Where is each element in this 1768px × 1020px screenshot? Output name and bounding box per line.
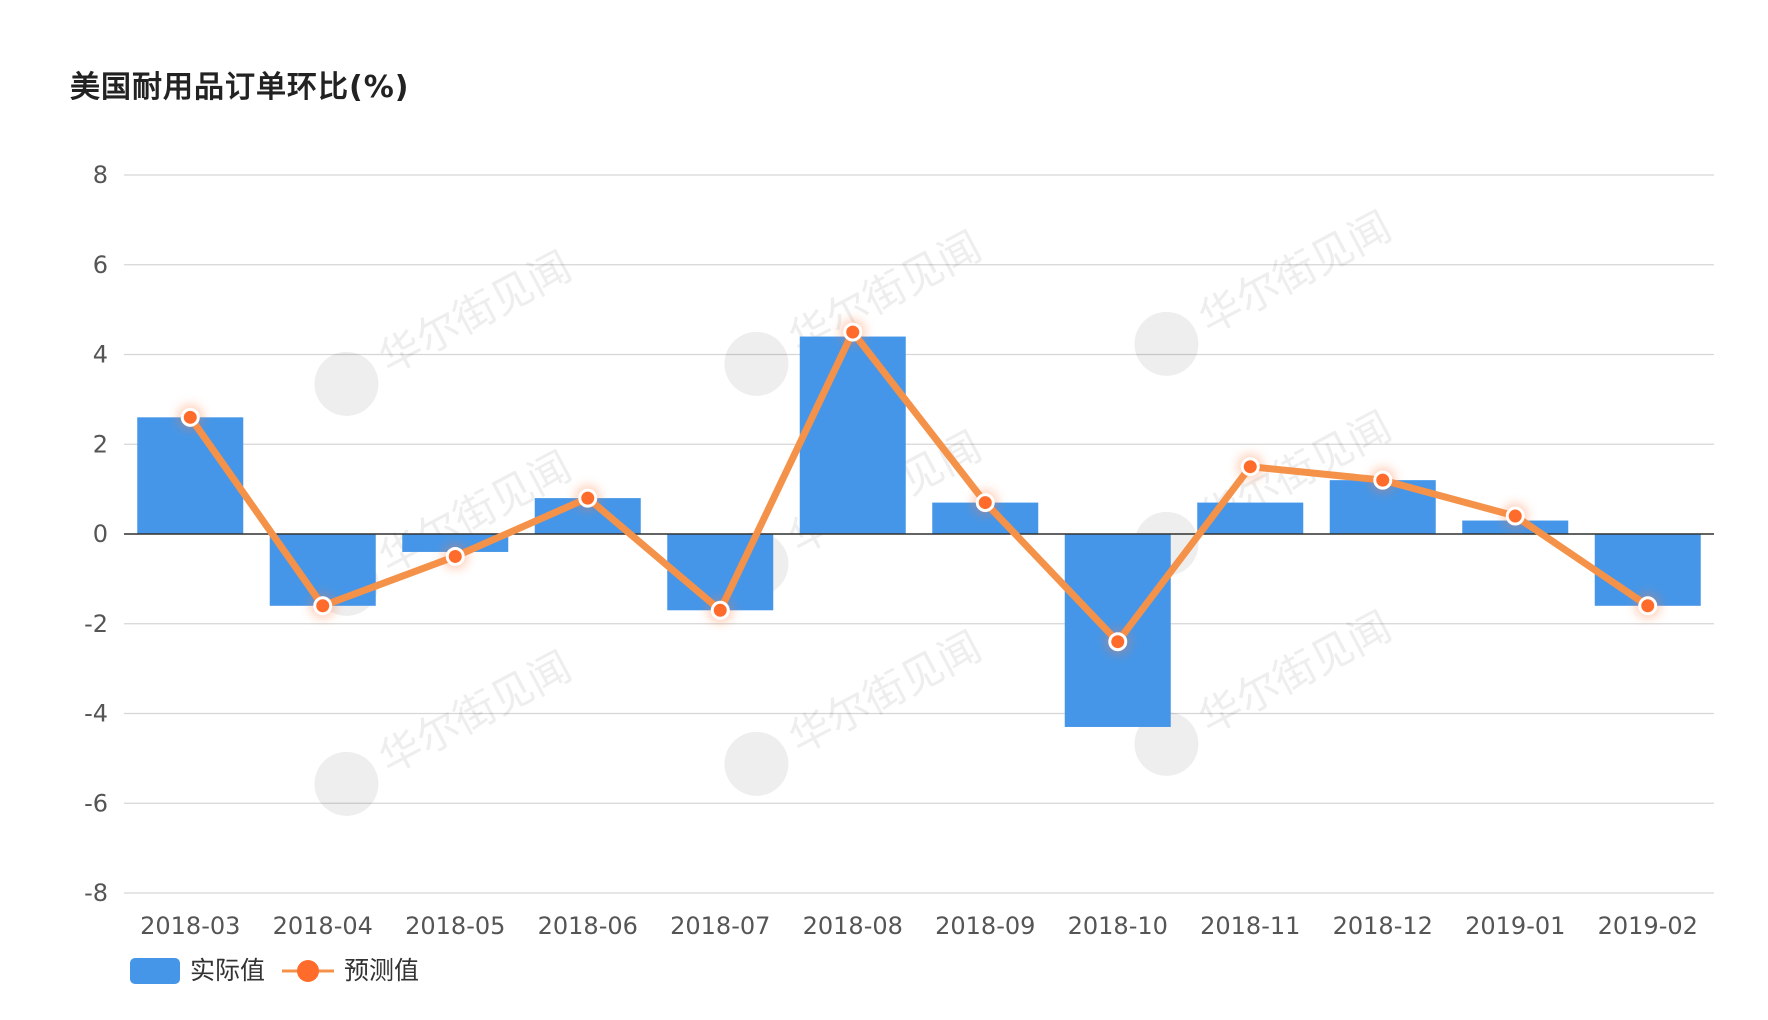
watermark: 华尔街见闻 [1134, 202, 1399, 376]
x-tick-label: 2018-11 [1200, 912, 1300, 940]
watermark: 华尔街见闻 [724, 622, 989, 796]
y-tick-label: 0 [93, 520, 108, 548]
forecast-point-2018-07 [710, 600, 730, 620]
forecast-point-2018-09 [975, 493, 995, 513]
x-tick-label: 2018-08 [803, 912, 903, 940]
watermark: 华尔街见闻 [314, 642, 579, 816]
watermark-text: 华尔街见闻 [781, 622, 989, 764]
x-tick-label: 2018-10 [1068, 912, 1168, 940]
x-tick-label: 2018-09 [935, 912, 1035, 940]
x-tick-label: 2018-05 [405, 912, 505, 940]
y-tick-label: -8 [84, 879, 108, 907]
forecast-point-2019-02 [1638, 596, 1658, 616]
legend-label-forecast: 预测值 [344, 956, 419, 985]
forecast-point-2018-11 [1240, 457, 1260, 477]
watermark-logo [314, 351, 379, 416]
y-tick-label: -4 [84, 700, 108, 728]
y-tick-label: 4 [93, 341, 108, 369]
x-tick-label: 2018-12 [1333, 912, 1433, 940]
x-tick-label: 2018-07 [670, 912, 770, 940]
bar-2018-08 [799, 336, 906, 534]
x-tick-label: 2018-06 [538, 912, 638, 940]
grid-layer [124, 174, 1714, 894]
y-tick-label: -2 [84, 610, 108, 638]
x-tick-label: 2019-01 [1465, 912, 1565, 940]
chart-title: 美国耐用品订单环比(%) [70, 70, 410, 105]
y-tick-label: 8 [93, 161, 108, 189]
forecast-point-2018-12 [1373, 470, 1393, 490]
forecast-point-2018-08 [843, 322, 863, 342]
forecast-point-2019-01 [1505, 506, 1525, 526]
watermark-logo [314, 751, 379, 816]
y-tick-label: 2 [93, 430, 108, 458]
legend-marker-forecast[interactable] [297, 960, 319, 982]
forecast-point-2018-04 [313, 596, 333, 616]
forecast-point-2018-05 [445, 546, 465, 566]
x-tick-label: 2019-02 [1598, 912, 1698, 940]
bar-2018-03 [137, 417, 244, 534]
watermark: 华尔街见闻 [314, 242, 579, 416]
x-tick-label: 2018-03 [140, 912, 240, 940]
legend-swatch-actual[interactable] [130, 958, 180, 984]
forecast-point-2018-03 [180, 407, 200, 427]
watermark-logo [724, 331, 789, 396]
watermark-logo [1134, 311, 1199, 376]
forecast-line [186, 328, 1652, 646]
line-series [177, 319, 1661, 655]
y-tick-label: -6 [84, 789, 108, 817]
forecast-point-2018-10 [1108, 632, 1128, 652]
x-axis-labels: 2018-03 2018-04 2018-05 2018-06 2018-07 2018-… [140, 912, 1698, 940]
watermark-logo [724, 731, 789, 796]
watermark-logo [1134, 711, 1199, 776]
watermark-text: 华尔街见闻 [1191, 602, 1399, 744]
watermark-text: 华尔街见闻 [371, 642, 579, 784]
y-tick-label: 6 [93, 251, 108, 279]
legend: 实际值 预测值 [130, 956, 419, 985]
forecast-point-2018-06 [578, 488, 598, 508]
legend-label-actual: 实际值 [190, 956, 265, 985]
x-tick-label: 2018-04 [273, 912, 373, 940]
watermark-text: 华尔街见闻 [371, 242, 579, 384]
watermark-text: 华尔街见闻 [1191, 202, 1399, 344]
y-axis-labels: 8 6 4 2 0 -2 -4 -6 -8 [84, 161, 108, 907]
